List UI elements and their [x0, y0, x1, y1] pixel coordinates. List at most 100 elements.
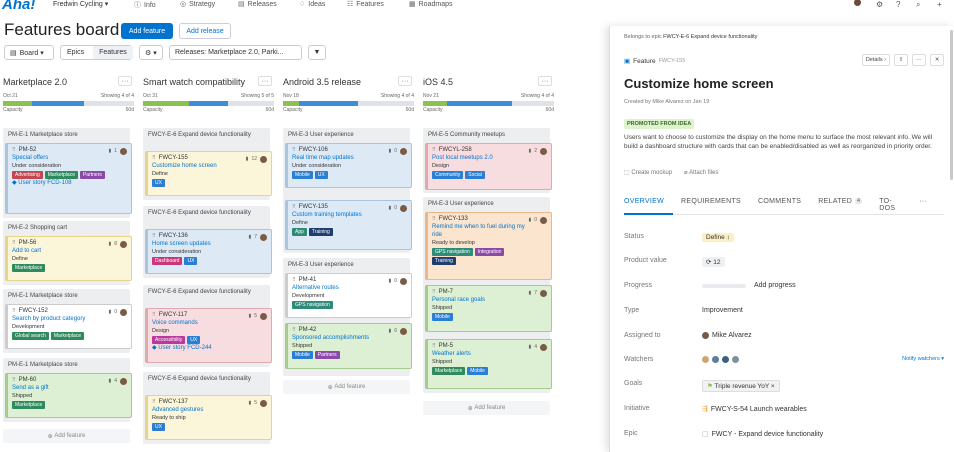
user-avatar[interactable]: [854, 0, 861, 8]
epic-title[interactable]: FWCY-E-6 Expand device functionality: [148, 210, 251, 216]
column-more-button[interactable]: ···: [118, 76, 132, 86]
initiative-value[interactable]: ⇶ FWCY-S-54 Launch wearables: [702, 405, 807, 414]
tag[interactable]: Marketplace: [12, 401, 46, 409]
card-name[interactable]: Sponsored accomplishments: [292, 335, 370, 341]
card-name[interactable]: Alternative routes: [292, 285, 339, 291]
tag[interactable]: Mobile: [292, 351, 313, 359]
epics-toggle[interactable]: Epics: [67, 49, 85, 56]
nav-ideas[interactable]: ♢ Ideas: [299, 0, 325, 9]
feature-card[interactable]: ⠿ FWCY-137 ▮ 5 Advanced gestures Ready to …: [145, 395, 272, 440]
drag-handle-icon[interactable]: ⠿: [152, 312, 156, 318]
card-name[interactable]: Post local meetups 2.0: [432, 155, 493, 161]
tag[interactable]: Mobile: [432, 313, 453, 321]
tab-related[interactable]: RELATED 4: [818, 198, 871, 215]
tag[interactable]: Partners: [79, 171, 105, 179]
nav-roadmaps[interactable]: ▦ Roadmaps: [409, 0, 452, 9]
column-more-button[interactable]: ···: [258, 76, 272, 86]
workspace-selector[interactable]: Fredwin Cycling ▾: [53, 1, 109, 8]
tag[interactable]: Marketplace: [12, 264, 46, 272]
card-name[interactable]: Customize home screen: [152, 163, 217, 169]
epic-title[interactable]: PM-E-3 User experience: [428, 201, 494, 207]
drag-handle-icon[interactable]: ⠿: [292, 327, 296, 333]
tag[interactable]: UX: [314, 171, 328, 179]
epic-title[interactable]: PM-E-1 Marketplace store: [8, 132, 78, 138]
add-icon[interactable]: +: [937, 0, 942, 9]
epic-title[interactable]: PM-E-3 User experience: [288, 262, 354, 268]
tag[interactable]: Marketplace: [50, 332, 85, 340]
feature-card[interactable]: ⠿ FWCY-117 ▮ 5 Voice commands Design Acces…: [145, 308, 272, 363]
feature-card[interactable]: ⠿ FWCY-152 ▮ 0 Search by product category …: [5, 304, 132, 349]
add-feature-button[interactable]: Add feature: [121, 23, 173, 39]
tag[interactable]: Advertising: [12, 171, 43, 179]
tag[interactable]: UX: [184, 257, 198, 265]
drag-handle-icon[interactable]: ⠿: [12, 147, 16, 153]
nav-features[interactable]: ☷ Features: [347, 0, 384, 9]
user-story-link[interactable]: User story FCD-244: [158, 345, 212, 351]
remove-icon[interactable]: ×: [770, 383, 775, 390]
share-icon[interactable]: ⇪: [894, 54, 908, 66]
epic-value[interactable]: ▢ FWCY - Expand device functionality: [702, 430, 823, 439]
more-icon[interactable]: ···: [912, 54, 926, 66]
tab-comments[interactable]: COMMENTS: [758, 198, 802, 205]
assigned-value[interactable]: Mike Alvarez: [702, 332, 752, 339]
type-value[interactable]: Improvement: [702, 307, 743, 314]
tag[interactable]: UX: [152, 179, 165, 187]
tag[interactable]: Training: [432, 257, 456, 265]
notify-watchers-link[interactable]: Notify watchers ▾: [902, 356, 944, 362]
card-name[interactable]: Advanced gestures: [152, 407, 204, 413]
drag-handle-icon[interactable]: ⠿: [152, 155, 156, 161]
add-release-button[interactable]: Add release: [179, 23, 231, 39]
promoted-badge[interactable]: PROMOTED FROM IDEA: [624, 119, 695, 129]
epic-title[interactable]: PM-E-5 Community meetups: [428, 132, 506, 138]
progress-value[interactable]: Add progress: [702, 282, 796, 289]
user-story-link[interactable]: User story FCD-108: [18, 180, 72, 186]
feature-card[interactable]: ⠿ PM-60 ▮ 4 Send as a gift Shipped Marketp…: [5, 373, 132, 418]
drag-handle-icon[interactable]: ⠿: [12, 377, 16, 383]
tag[interactable]: GPS navigation: [292, 301, 333, 309]
feature-card[interactable]: ⠿ PM-52 ▮ 1 Special offers Under considera…: [5, 143, 132, 214]
help-icon[interactable]: ?: [896, 0, 901, 9]
add-feature-link[interactable]: ⊕ Add feature: [423, 401, 550, 415]
card-name[interactable]: Send as a gift: [12, 385, 49, 391]
tag[interactable]: Dashboard: [152, 257, 183, 265]
add-feature-link[interactable]: ⊕ Add feature: [283, 380, 410, 394]
tag[interactable]: Training: [308, 228, 333, 236]
drag-handle-icon[interactable]: ⠿: [12, 240, 16, 246]
search-icon[interactable]: ⌕: [916, 0, 921, 9]
tag[interactable]: App: [292, 228, 307, 236]
feature-card[interactable]: ⠿ PM-56 ▮ 8 Add to cart Define Marketplace: [5, 236, 132, 281]
card-name[interactable]: Remind me when to fuel during my ride: [432, 224, 525, 238]
tab-overview[interactable]: OVERVIEW: [624, 198, 674, 215]
features-toggle[interactable]: Features: [93, 46, 133, 59]
epic-title[interactable]: FWCY-E-6 Expand device functionality: [148, 289, 251, 295]
tag[interactable]: UX: [152, 423, 165, 431]
tag[interactable]: Mobile: [467, 367, 488, 375]
drag-handle-icon[interactable]: ⠿: [12, 308, 16, 314]
feature-title[interactable]: Customize home screen: [624, 76, 774, 91]
details-button[interactable]: Details ›: [861, 54, 890, 66]
settings-icon[interactable]: ⚙: [876, 0, 884, 9]
tag[interactable]: Accessibility: [152, 336, 186, 344]
feature-card[interactable]: ⠿ PM-41 ▮ 0 Alternative routes Development…: [285, 273, 412, 318]
epic-title[interactable]: FWCY-E-6 Expand device functionality: [148, 376, 251, 382]
tab-todos[interactable]: TO-DOS: [879, 198, 896, 212]
drag-handle-icon[interactable]: ⠿: [292, 277, 296, 283]
tag[interactable]: UX: [187, 336, 201, 344]
drag-handle-icon[interactable]: ⠿: [432, 147, 436, 153]
create-mockup-link[interactable]: ⬚ Create mockup: [624, 169, 672, 176]
nav-releases[interactable]: ▤ Releases: [238, 0, 277, 9]
feature-card[interactable]: ⠿ PM-5 ▮ 4 Weather alerts Shipped Marketpl…: [425, 339, 552, 389]
card-name[interactable]: Real time map updates: [292, 155, 354, 161]
card-name[interactable]: Weather alerts: [432, 351, 471, 357]
epic-title[interactable]: PM-E-2 Shopping cart: [8, 225, 68, 231]
epic-link[interactable]: FWCY-E-6 Expand device functionality: [663, 34, 758, 40]
drag-handle-icon[interactable]: ⠿: [292, 147, 296, 153]
drag-handle-icon[interactable]: ⠿: [432, 343, 436, 349]
tag[interactable]: Partners: [314, 351, 340, 359]
column-more-button[interactable]: ···: [538, 76, 552, 86]
releases-filter[interactable]: Releases: Marketplace 2.0, Parki...: [169, 45, 302, 60]
watchers-avatars[interactable]: [702, 356, 739, 363]
feature-description[interactable]: Users want to choose to customize the di…: [624, 134, 933, 150]
card-name[interactable]: Personal race goals: [432, 297, 486, 303]
feature-card[interactable]: ⠿ FWCYL-258 ▮ 2 Post local meetups 2.0 Des…: [425, 143, 552, 190]
